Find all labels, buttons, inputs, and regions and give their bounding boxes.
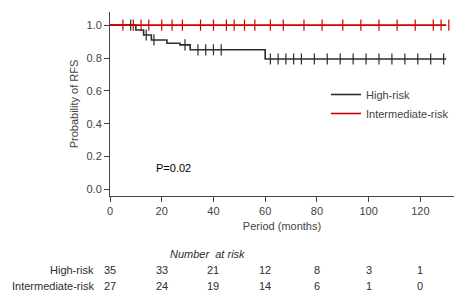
svg-text:High-risk: High-risk <box>50 264 94 276</box>
svg-text:35: 35 <box>104 264 116 276</box>
svg-text:1: 1 <box>366 280 372 292</box>
svg-text:P=0.02: P=0.02 <box>156 162 191 174</box>
svg-text:Period (months): Period (months) <box>243 220 321 232</box>
svg-text:0: 0 <box>417 280 423 292</box>
svg-text:80: 80 <box>311 205 323 217</box>
svg-text:Intermediate-risk: Intermediate-risk <box>12 280 94 292</box>
svg-text:27: 27 <box>104 280 116 292</box>
svg-text:6: 6 <box>314 280 320 292</box>
svg-text:0.0: 0.0 <box>87 183 102 195</box>
svg-text:Number at risk: Number at risk <box>170 248 245 260</box>
svg-text:100: 100 <box>359 205 377 217</box>
svg-text:0.6: 0.6 <box>87 85 102 97</box>
svg-text:0.8: 0.8 <box>87 52 102 64</box>
svg-text:0.2: 0.2 <box>87 150 102 162</box>
svg-text:33: 33 <box>156 264 168 276</box>
svg-text:40: 40 <box>207 205 219 217</box>
svg-text:1.0: 1.0 <box>87 19 102 31</box>
svg-text:21: 21 <box>207 264 219 276</box>
svg-text:14: 14 <box>259 280 271 292</box>
svg-text:8: 8 <box>314 264 320 276</box>
svg-text:Probability of RFS: Probability of RFS <box>68 60 80 149</box>
svg-text:12: 12 <box>259 264 271 276</box>
svg-text:Intermediate-risk: Intermediate-risk <box>366 108 448 120</box>
svg-text:120: 120 <box>411 205 429 217</box>
svg-text:19: 19 <box>207 280 219 292</box>
svg-text:0.4: 0.4 <box>87 118 102 130</box>
svg-text:High-risk: High-risk <box>366 89 410 101</box>
svg-text:0: 0 <box>107 205 113 217</box>
svg-text:3: 3 <box>366 264 372 276</box>
svg-text:20: 20 <box>156 205 168 217</box>
svg-text:1: 1 <box>417 264 423 276</box>
svg-text:24: 24 <box>156 280 168 292</box>
svg-text:60: 60 <box>259 205 271 217</box>
